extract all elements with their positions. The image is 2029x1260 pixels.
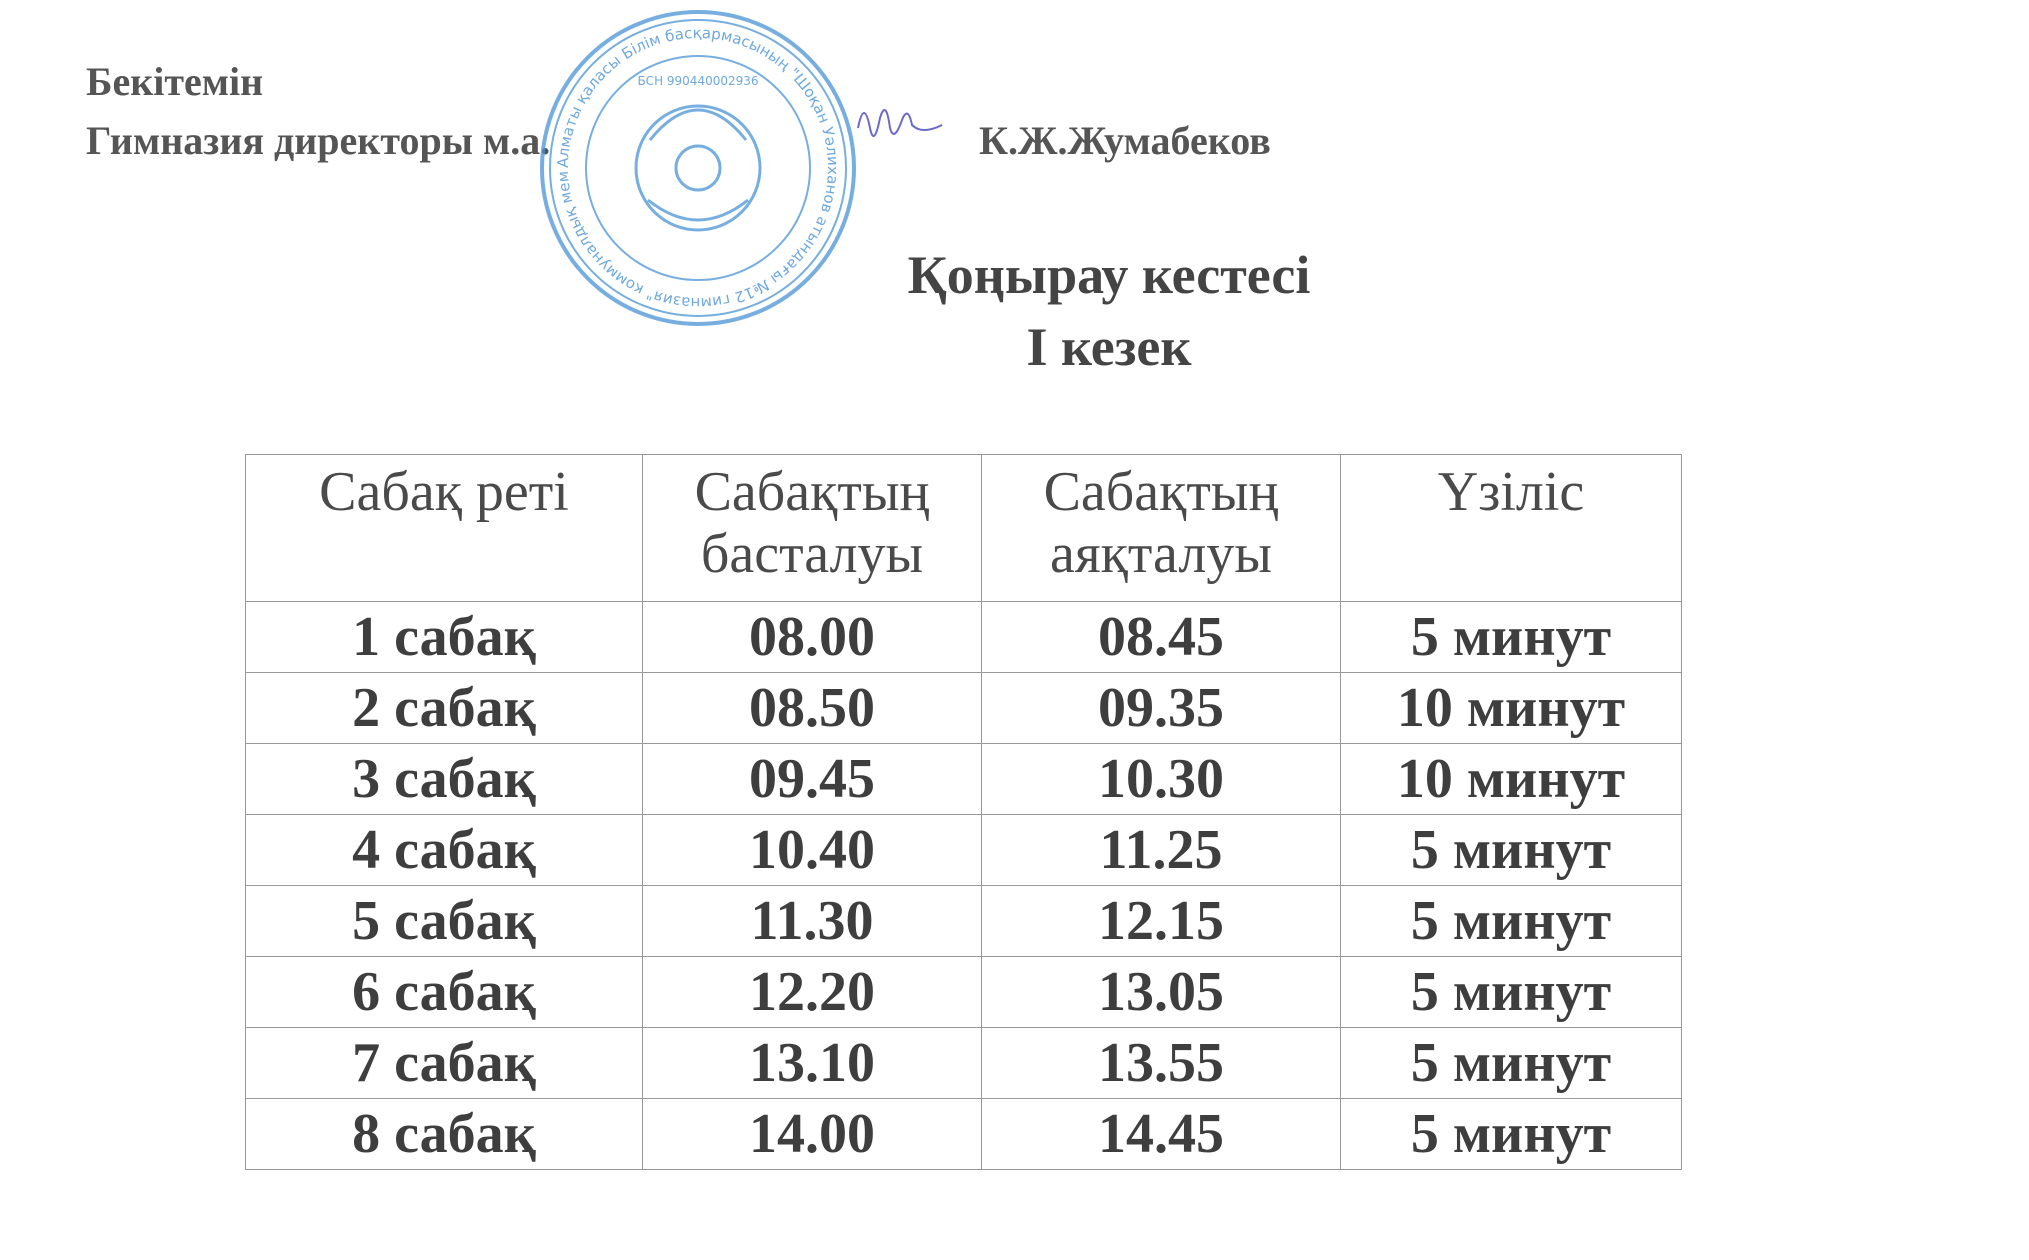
signature-stroke: [857, 109, 943, 137]
table-row: 5 сабақ 11.30 12.15 5 минут: [245, 885, 1682, 957]
table-cell: 11.25: [981, 814, 1341, 886]
table-cell: 5 сабақ: [245, 885, 643, 957]
table-cell: 5 минут: [1340, 1027, 1682, 1099]
table-cell: 14.00: [642, 1098, 982, 1170]
table-row: 3 сабақ 09.45 10.30 10 минут: [245, 743, 1682, 815]
table-cell: 10.30: [981, 743, 1341, 815]
director-name: К.Ж.Жумабеков: [979, 118, 1271, 163]
stamp-ring: [540, 10, 856, 326]
table-cell: 5 минут: [1340, 956, 1682, 1028]
table-cell: 12.20: [642, 956, 982, 1028]
table-row: 2 сабақ 08.50 09.35 10 минут: [245, 672, 1682, 744]
stamp-emblem: [647, 108, 749, 222]
stamp-ring: [549, 19, 847, 317]
table-cell: 10 минут: [1340, 672, 1682, 744]
table-cell: 5 минут: [1340, 1098, 1682, 1170]
table-cell: 10 минут: [1340, 743, 1682, 815]
table-cell: 3 сабақ: [245, 743, 643, 815]
table-cell: 7 сабақ: [245, 1027, 643, 1099]
table-cell: 10.40: [642, 814, 982, 886]
table-cell: 14.45: [981, 1098, 1341, 1170]
table-cell: 13.05: [981, 956, 1341, 1028]
table-row: 7 сабақ 13.10 13.55 5 минут: [245, 1027, 1682, 1099]
column-header: Сабақ реті: [245, 454, 643, 602]
table-cell: 13.55: [981, 1027, 1341, 1099]
table-cell: 08.50: [642, 672, 982, 744]
stamp: Алматы қаласы Білім басқармасының "Шоқан…: [530, 0, 856, 326]
approve-label: Бекітемін: [86, 59, 264, 104]
table-cell: 2 сабақ: [245, 672, 643, 744]
table-cell: 6 сабақ: [245, 956, 643, 1028]
column-header: Сабақтың басталуы: [642, 454, 982, 602]
subtitle: І кезек: [1026, 317, 1192, 377]
stamp-ring: [585, 55, 811, 281]
table-cell: 4 сабақ: [245, 814, 643, 886]
table-body: 1 сабақ 08.00 08.45 5 минут 2 сабақ 08.50 09.3…: [245, 601, 1682, 1170]
stamp-emblem: [674, 144, 722, 192]
table-cell: 8 сабақ: [245, 1098, 643, 1170]
table-cell: 09.35: [981, 672, 1341, 744]
table-cell: 1 сабақ: [245, 601, 643, 673]
table-cell: 09.45: [642, 743, 982, 815]
table-row: 8 сабақ 14.00 14.45 5 минут: [245, 1098, 1682, 1170]
table-cell: 12.15: [981, 885, 1341, 957]
table-row: 4 сабақ 10.40 11.25 5 минут: [245, 814, 1682, 886]
stamp-emblem: [634, 104, 762, 232]
header-row: Сабақ реті Сабақтың басталуы Сабақтың аяқт…: [245, 454, 1682, 602]
table-cell: 08.00: [642, 601, 982, 673]
position: Гимназия директоры м.а.: [86, 118, 551, 163]
table-cell: 5 минут: [1340, 601, 1682, 673]
table-row: 1 сабақ 08.00 08.45 5 минут: [245, 601, 1682, 673]
table-row: 6 сабақ 12.20 13.05 5 минут: [245, 956, 1682, 1028]
table-cell: 13.10: [642, 1027, 982, 1099]
table-cell: 11.30: [642, 885, 982, 957]
column-header: Үзіліс: [1340, 454, 1682, 602]
title: Қоңырау кестесі: [907, 245, 1311, 305]
stamp-id: БСН 990440002936: [637, 74, 758, 88]
table-cell: 5 минут: [1340, 885, 1682, 957]
table-cell: 08.45: [981, 601, 1341, 673]
signature: [857, 109, 943, 137]
table-cell: 5 минут: [1340, 814, 1682, 886]
schedule-table: Сабақ реті Сабақтың басталуы Сабақтың аяқт…: [245, 454, 1682, 1170]
column-header: Сабақтың аяқталуы: [981, 454, 1341, 602]
